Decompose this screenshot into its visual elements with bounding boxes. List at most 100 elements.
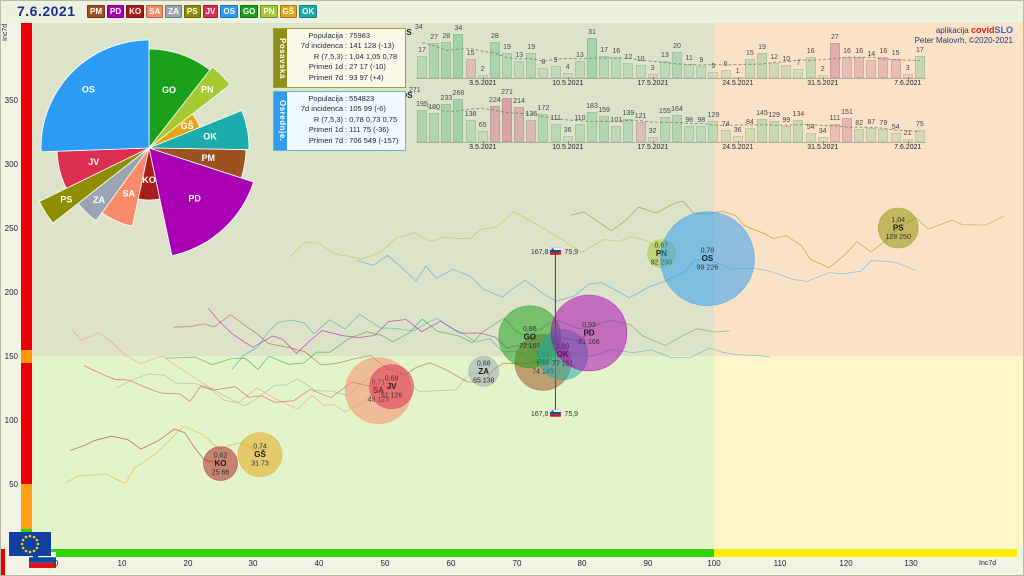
bar	[611, 125, 622, 142]
mini-chart-max-label-ps: 34	[415, 24, 423, 31]
mini-chart-max-label-os: 271	[409, 87, 421, 94]
eu-star	[21, 546, 25, 550]
bar-value-label: 34	[818, 127, 827, 135]
info-row-label: Primeri 7d	[308, 72, 343, 82]
bar-value-label: 19	[527, 44, 536, 52]
bar	[720, 130, 731, 142]
legend-chip-gš[interactable]: GŠ	[279, 5, 298, 18]
info-row-label: R (7,5,3)	[313, 51, 343, 61]
bar-value-label: 16	[879, 48, 888, 56]
info-box-osrednje[interactable]: Osrednje. Populacija : 554823 7d incidenc…	[273, 91, 406, 151]
bar-value-label: 7	[796, 59, 801, 67]
bar	[696, 126, 707, 142]
x-tick-label: 30	[248, 559, 258, 568]
mini-chart-ps: 17 27 28 34 15 2 28 19 13 19 8 9 4 13 31 17 16 12 10 3 13 20 1…	[416, 25, 926, 79]
bar-value-label: 10	[636, 56, 645, 64]
info-box-title: Posavska	[274, 29, 287, 87]
bar-value-label: 87	[867, 118, 876, 126]
bar	[902, 74, 913, 78]
bar-value-label: 17	[418, 47, 426, 54]
bar	[417, 56, 427, 78]
bar	[538, 67, 549, 78]
date-tick-label: 31.5.2021	[807, 144, 839, 151]
bar	[684, 126, 695, 142]
info-row-value: : 554823	[345, 94, 375, 103]
legend-chip-ko[interactable]: KO	[126, 5, 145, 18]
bar-value-label: 54	[806, 124, 815, 132]
bar	[417, 110, 427, 142]
bar	[805, 133, 816, 142]
bar	[708, 121, 719, 142]
legend-chip-ps[interactable]: PS	[183, 5, 201, 18]
bar-value-label: 19	[503, 44, 511, 52]
info-row-value: : 105 99 (-6)	[345, 104, 386, 114]
app-credit-line2: Peter Malovrh, ©2020-2021	[914, 36, 1013, 45]
bar-value-label: 180	[428, 103, 440, 111]
bar	[635, 122, 646, 142]
bar	[562, 136, 573, 142]
bar-value-label: 75	[915, 120, 924, 128]
bar-value-label: 134	[792, 111, 805, 119]
date-tick-label: 17.5.2021	[637, 144, 669, 151]
date-tick-mark	[482, 77, 484, 80]
x-tick-label: 120	[839, 559, 853, 568]
x-tick-label: 50	[380, 559, 390, 568]
info-row-label: Populacija	[308, 94, 343, 103]
bar-value-label: 6	[723, 61, 728, 69]
info-row: Primeri 1d : 27 17 (-10)	[287, 62, 402, 72]
bar-value-label: 111	[829, 115, 841, 122]
legend-chip-pn[interactable]: PN	[260, 5, 278, 18]
bar	[635, 65, 646, 78]
bar	[914, 56, 925, 78]
bar-value-label: 136	[525, 110, 538, 118]
bar-value-label: 20	[673, 43, 681, 51]
bar-value-label: 151	[841, 108, 853, 116]
mini-chart-os-dates: 3.5.2021 10.5.2021 17.5.2021 24.5.2021 31.5.…	[416, 141, 926, 152]
bar-value-label: 9	[699, 57, 704, 65]
x-tick-label: 40	[314, 559, 324, 568]
legend-chip-os[interactable]: OS	[220, 5, 238, 18]
bar	[744, 128, 755, 142]
legend-chip-za[interactable]: ZA	[165, 5, 182, 18]
date-tick-mark	[652, 141, 654, 144]
mini-chart-os: 195 180 233 268 138 65 224 271 214 136 172 111 36 110…	[416, 89, 926, 143]
legend-chip-jv[interactable]: JV	[202, 5, 219, 18]
bar-value-label: 139	[622, 110, 635, 118]
info-row-label: Primeri 1d	[308, 62, 343, 72]
bar-value-label: 28	[442, 32, 451, 40]
bar-value-label: 214	[513, 98, 525, 106]
info-row-label: 7d incidenca	[300, 104, 343, 114]
bar	[441, 41, 452, 78]
info-box-rows: Populacija : 554823 7d incidenca : 105 99…	[287, 92, 405, 150]
legend-chip-pd[interactable]: PD	[107, 5, 125, 18]
info-row: Primeri 1d : 111 75 (-36)	[287, 125, 402, 135]
bar	[878, 57, 889, 78]
bar-value-label: 19	[758, 44, 766, 52]
x-axis-strip-yellow	[714, 549, 1017, 557]
legend-chip-sa[interactable]: SA	[146, 5, 164, 18]
mini-chart-ps-dates: 3.5.2021 10.5.2021 17.5.2021 24.5.2021 31.5.…	[416, 77, 926, 88]
bar	[465, 58, 476, 78]
info-row-value: : 111 75 (-36)	[345, 125, 389, 135]
bar-value-label: 98	[697, 117, 706, 125]
bar-value-label: 31	[588, 28, 596, 36]
bar	[842, 117, 852, 142]
bar-value-label: 17	[915, 47, 924, 54]
bar	[866, 59, 877, 78]
bar	[465, 119, 476, 142]
info-box-posavska[interactable]: Posavska Populacija : 75983 7d incidenca …	[273, 28, 406, 88]
bar	[732, 76, 743, 78]
y-tick-label: 250	[4, 224, 18, 233]
legend-chip-pm[interactable]: PM	[87, 5, 105, 18]
bar-value-label: 15	[466, 49, 475, 57]
bar-value-label: 8	[541, 58, 546, 66]
bar-value-label: 101	[610, 116, 623, 124]
legend-chip-go[interactable]: GO	[239, 5, 259, 18]
bar	[854, 57, 865, 78]
bar-value-label: 1	[735, 67, 740, 75]
bar	[878, 129, 889, 142]
legend-chip-ok[interactable]: OK	[299, 5, 318, 18]
date-tick-label: 7.6.2021	[894, 80, 922, 87]
date-tick-mark	[907, 77, 909, 80]
date-tick-label: 10.5.2021	[552, 144, 584, 151]
